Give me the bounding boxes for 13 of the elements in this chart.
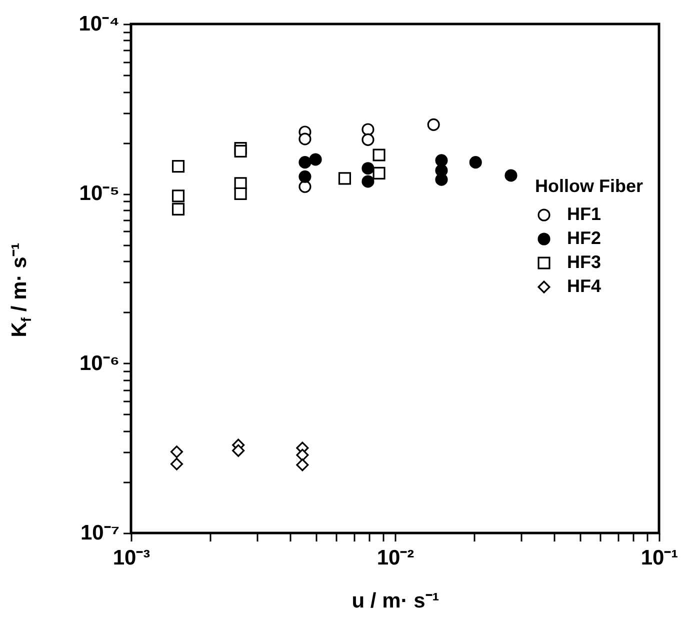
legend-label: HF2: [567, 228, 602, 248]
legend-label: HF4: [567, 276, 602, 296]
y-tick-label: 10⁻⁷: [80, 522, 120, 544]
y-tick-label: 10⁻⁴: [78, 12, 120, 36]
x-tick-label: 10⁻²: [376, 546, 414, 570]
x-tick-label: 10⁻¹: [640, 546, 678, 570]
legend-label: HF1: [567, 204, 602, 224]
legend-title: Hollow Fiber: [535, 176, 643, 196]
y-tick-label: 10⁻⁵: [79, 182, 120, 206]
x-tick-label: 10⁻³: [112, 546, 150, 570]
x-axis-title: u / m· s⁻¹: [352, 590, 440, 612]
legend-label: HF3: [567, 252, 602, 272]
y-tick-label: 10⁻⁶: [79, 352, 120, 375]
